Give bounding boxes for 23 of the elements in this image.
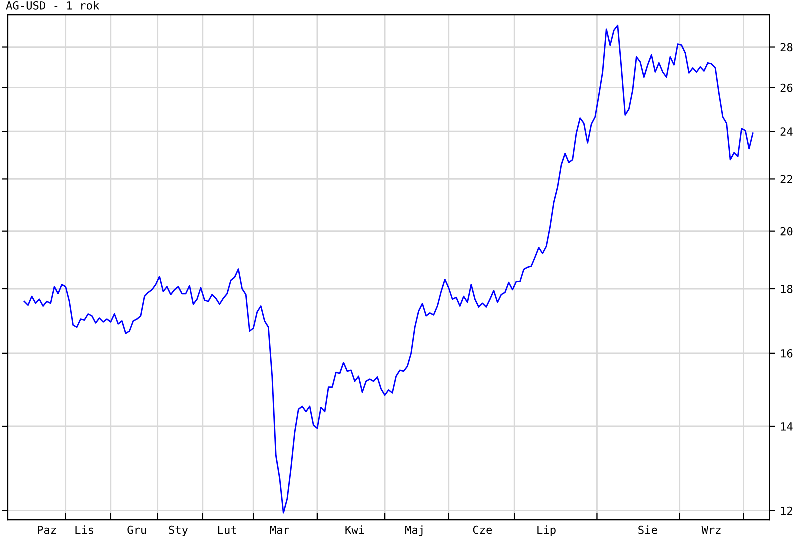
x-tick-label: Maj: [406, 526, 423, 536]
y-tick-label: 26: [780, 84, 793, 92]
line-series: [24, 24, 754, 514]
x-tick-label: Gru: [128, 526, 146, 534]
x-tick-label: Mar: [270, 526, 290, 534]
y-tick-label: 18: [781, 285, 793, 294]
x-tick-label: Paz: [38, 526, 56, 534]
y-tick-label: 12: [781, 506, 792, 516]
y-tick-label: 24: [780, 128, 793, 136]
x-tick-label: Sie: [638, 526, 658, 534]
x-tick-label: Kwi: [346, 526, 364, 534]
x-tick-label: Wrz: [702, 526, 721, 534]
y-tick-label: 16: [781, 349, 793, 358]
x-tick-label: Lut: [218, 526, 236, 534]
y-tick-label: 28: [780, 43, 793, 52]
chart-title: AG-USD - 1 rok: [6, 1, 100, 10]
x-tick-label: Cze: [473, 526, 492, 534]
y-tick-label: 14: [781, 422, 793, 431]
x-tick-label: Lip: [538, 526, 556, 536]
x-tick-label: Lis: [76, 526, 94, 534]
y-tick-label: 20: [780, 227, 793, 236]
x-tick-label: Sty: [169, 526, 188, 536]
y-tick-label: 22: [780, 175, 792, 184]
